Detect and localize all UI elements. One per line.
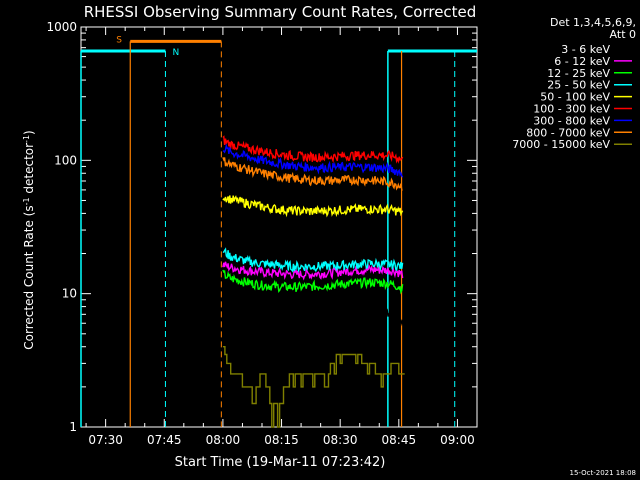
y-tick-label: 1000 (46, 20, 77, 34)
legend-item-label: 3 - 6 keV (561, 43, 610, 56)
x-tick-label: 09:00 (440, 433, 475, 447)
series-line (222, 247, 404, 274)
legend-item-label: 100 - 300 keV (533, 103, 610, 116)
chart-title: RHESSI Observing Summary Count Rates, Co… (84, 3, 477, 21)
legend-item-label: 50 - 100 keV (540, 91, 610, 104)
plot-area: 07:30 07:45 08:00 08:15 08:30 08:45 09:00 1 10 10… (46, 20, 478, 447)
series-line (222, 195, 404, 218)
y-tick-label: 10 (62, 287, 77, 301)
series-line (222, 135, 404, 164)
x-tick-label: 07:30 (88, 433, 123, 447)
series-line (222, 157, 403, 191)
legend-item-label: 7000 - 15000 keV (512, 138, 610, 151)
x-tick-label: 08:00 (206, 433, 241, 447)
x-axis-label: Start Time (19-Mar-11 07:23:42) (175, 455, 386, 470)
legend-item-label: 800 - 7000 keV (526, 126, 610, 139)
series-line (222, 143, 404, 178)
series-line (222, 296, 404, 327)
legend-item-label: 300 - 800 keV (533, 114, 610, 127)
series-line (222, 269, 404, 295)
series-line (222, 261, 404, 281)
y-tick-label: 1 (69, 420, 77, 434)
legend-title: Att 0 (610, 28, 636, 41)
y-axis-label: Corrected Count Rate (s-1 detector-1) (22, 130, 36, 349)
night-label: N (172, 48, 179, 58)
x-tick-label: 07:45 (147, 433, 182, 447)
x-tick-label: 08:30 (323, 433, 358, 447)
x-tick-label: 08:15 (264, 433, 299, 447)
legend-item-label: 6 - 12 keV (554, 55, 610, 68)
y-tick-label: 100 (54, 153, 77, 167)
x-tick-label: 08:45 (382, 433, 417, 447)
series-line (222, 346, 405, 428)
legend-title: Det 1,3,4,5,6,9, (550, 16, 636, 29)
saa-label: S (116, 35, 122, 45)
legend-item-label: 25 - 50 keV (547, 79, 610, 92)
legend-item-label: 12 - 25 keV (547, 67, 610, 80)
timestamp: 15-Oct-2021 18:08 (570, 469, 636, 477)
